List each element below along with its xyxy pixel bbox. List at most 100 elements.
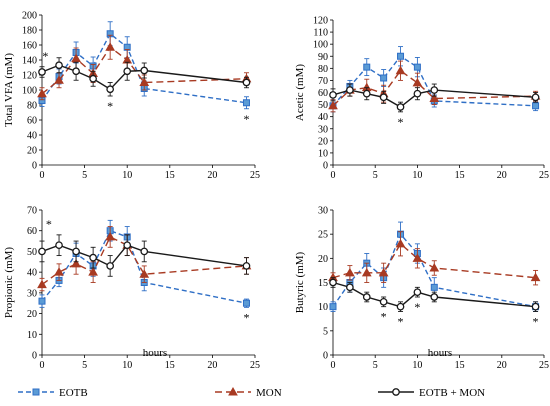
x-axis-title-left: hours: [143, 347, 167, 359]
data-point: [412, 77, 423, 87]
y-tick-label: 160: [22, 41, 37, 52]
y-tick-label: 20: [27, 309, 37, 320]
data-point: [139, 269, 150, 278]
y-tick-label: 0: [32, 351, 37, 362]
data-point: [379, 297, 388, 306]
data-point: [242, 78, 251, 87]
legend-label: EOTB: [59, 387, 88, 399]
data-point: [242, 299, 250, 307]
y-tick-label: 25: [318, 230, 328, 241]
significance-marker: *: [414, 300, 420, 314]
y-tick-label: 100: [22, 86, 37, 97]
y-tick-label: 80: [318, 64, 328, 75]
significance-marker: *: [42, 49, 48, 63]
data-point: [106, 85, 115, 94]
data-point: [38, 247, 46, 256]
y-axis-title: Total VFA (mM): [3, 53, 15, 127]
series-circle: [329, 83, 540, 113]
chart-panel: 0 5 10 15 20 25 30 0 5 10 15 20 25 Butyric (mM) * * * *: [294, 206, 549, 372]
y-tick-label: 200: [22, 11, 37, 22]
y-axis-title: Acetic (mM): [294, 64, 306, 121]
x-tick-label: 0: [40, 360, 45, 371]
x-tick-label: 5: [373, 360, 378, 371]
x-tick-label: 25: [539, 170, 549, 181]
x-tick-label: 10: [122, 360, 132, 371]
y-tick-label: 5: [323, 326, 328, 337]
x-tick-label: 20: [497, 170, 507, 181]
data-point: [397, 52, 405, 60]
data-point: [395, 65, 406, 75]
y-tick-label: 0: [32, 161, 37, 172]
y-tick-label: 20: [318, 254, 328, 265]
data-point: [530, 272, 541, 282]
significance-marker: *: [398, 315, 404, 329]
legend-marker: [392, 388, 400, 396]
y-tick-label: 20: [318, 136, 328, 147]
series-line: [41, 32, 247, 104]
data-point: [242, 99, 250, 107]
y-axis-title: Propionic (mM): [3, 247, 15, 319]
data-point: [328, 100, 338, 110]
data-point: [72, 247, 80, 256]
significance-marker: *: [243, 310, 249, 324]
x-tick-label: 20: [497, 360, 507, 371]
data-point: [430, 293, 439, 301]
y-tick-label: 100: [313, 40, 328, 51]
x-tick-label: 0: [40, 170, 45, 181]
x-tick-label: 10: [412, 170, 422, 181]
data-point: [329, 91, 337, 99]
significance-marker: *: [398, 115, 404, 129]
y-tick-label: 120: [313, 16, 328, 27]
y-tick-label: 140: [22, 56, 37, 67]
data-point: [140, 66, 149, 75]
x-tick-label: 5: [82, 170, 87, 181]
y-tick-label: 60: [27, 116, 37, 127]
data-point: [72, 67, 80, 76]
data-point: [429, 93, 440, 103]
y-tick-label: 0: [323, 351, 328, 362]
y-tick-label: 10: [318, 148, 328, 159]
data-point: [37, 279, 47, 289]
y-tick-label: 15: [318, 278, 328, 289]
y-tick-label: 40: [318, 112, 328, 123]
x-tick-label: 25: [539, 360, 549, 371]
legend-item: EOTB + MON: [378, 387, 485, 399]
data-point: [396, 302, 405, 311]
data-point: [88, 267, 98, 276]
data-point: [71, 258, 81, 268]
series-line: [41, 235, 247, 286]
data-point: [38, 68, 46, 76]
significance-marker: *: [243, 112, 249, 126]
data-point: [38, 297, 46, 305]
y-tick-label: 10: [318, 302, 328, 313]
series-line: [332, 242, 536, 279]
series-triangle: [328, 231, 541, 286]
series-circle: [38, 234, 251, 277]
y-tick-label: 40: [27, 131, 37, 142]
series-line: [41, 46, 247, 95]
significance-marker: *: [107, 99, 113, 113]
x-tick-label: 5: [373, 170, 378, 181]
significance-marker: *: [381, 310, 387, 324]
y-tick-label: 70: [318, 76, 328, 87]
legend-label: MON: [256, 387, 282, 399]
data-point: [89, 253, 97, 262]
x-tick-label: 0: [331, 170, 336, 181]
data-point: [379, 93, 388, 102]
y-tick-label: 50: [318, 100, 328, 111]
x-tick-label: 0: [331, 360, 336, 371]
data-point: [140, 247, 149, 256]
legend-label: EOTB + MON: [419, 387, 485, 399]
x-tick-label: 25: [250, 360, 260, 371]
legend-item: EOTB: [18, 387, 88, 399]
y-tick-label: 80: [27, 101, 37, 112]
x-axis-title-right: hours: [428, 347, 452, 359]
data-point: [413, 63, 421, 71]
legend: EOTB MON EOTB + MON: [18, 386, 485, 399]
x-tick-label: 15: [165, 360, 175, 371]
data-point: [242, 262, 251, 270]
data-point: [329, 278, 337, 287]
data-point: [531, 93, 540, 102]
